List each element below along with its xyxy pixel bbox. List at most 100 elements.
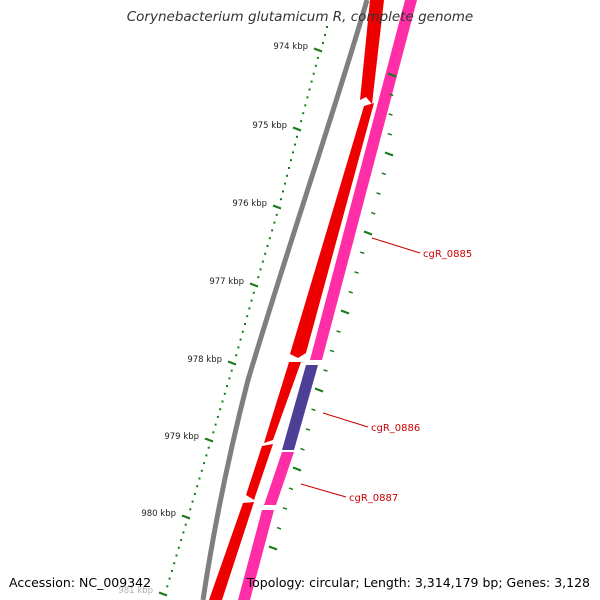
- outer-minor-tick: [388, 113, 393, 116]
- outer-minor-tick: [305, 428, 311, 431]
- outer-major-tick: [314, 387, 324, 393]
- ruler-minor-tick: [193, 492, 196, 495]
- ruler-tick-label: 974 kbp: [273, 42, 308, 52]
- ruler-minor-tick: [324, 34, 326, 36]
- genome-summary-text: Topology: circular; Length: 3,314,179 bp…: [246, 575, 590, 590]
- ruler-minor-tick: [226, 385, 229, 388]
- ruler-minor-tick: [248, 307, 251, 310]
- ruler-minor-tick: [177, 546, 180, 549]
- gene-label-cgr-0886: cgR_0886: [371, 423, 420, 434]
- ruler-major-tick: [158, 591, 168, 597]
- ruler-minor-tick: [166, 585, 169, 588]
- ruler-minor-tick: [252, 291, 255, 294]
- outer-major-tick: [384, 151, 394, 157]
- outer-minor-tick: [354, 271, 359, 274]
- ruler-minor-tick: [268, 237, 271, 240]
- ruler-major-tick: [227, 360, 237, 366]
- ruler-minor-tick: [290, 159, 292, 162]
- ruler-tick-label: 976 kbp: [232, 199, 267, 209]
- ruler-minor-tick: [216, 415, 219, 418]
- ruler-tick-label: 978 kbp: [187, 355, 222, 365]
- gene-leader: [371, 237, 421, 254]
- ruler-minor-tick: [228, 377, 231, 380]
- outer-major-tick: [363, 230, 373, 236]
- ruler-minor-tick: [219, 408, 222, 411]
- outer-minor-tick: [311, 408, 316, 412]
- outer-minor-tick: [336, 330, 341, 333]
- gene-block: [264, 362, 301, 443]
- ruler-minor-tick: [203, 462, 206, 465]
- ruler-tick-label: 975 kbp: [252, 121, 287, 131]
- ruler: 974 kbp 975 kbp 976 kbp 977 kbp 978 kbp 979 k…: [118, 26, 328, 597]
- ruler-minor-tick: [292, 151, 294, 154]
- ruler-minor-tick: [314, 64, 317, 67]
- ruler-minor-tick: [261, 260, 264, 263]
- ruler-minor-tick: [284, 182, 286, 185]
- outer-minor-tick: [348, 290, 353, 294]
- ruler-minor-tick: [322, 42, 324, 44]
- outer-ticks: [268, 72, 397, 551]
- outer-minor-tick: [329, 349, 335, 353]
- ruler-minor-tick: [271, 229, 274, 232]
- ruler-minor-tick: [191, 500, 194, 503]
- ruler-minor-tick: [246, 315, 249, 318]
- ruler-minor-tick: [200, 469, 203, 472]
- ruler-minor-tick: [312, 72, 315, 75]
- ruler-minor-tick: [168, 577, 171, 580]
- ruler-minor-tick: [223, 392, 226, 395]
- ruler-minor-tick: [266, 245, 269, 247]
- ruler-minor-tick: [198, 477, 201, 480]
- ruler-minor-tick: [237, 346, 240, 349]
- ruler-minor-tick: [205, 454, 208, 457]
- outer-minor-tick: [288, 487, 294, 491]
- outer-minor-tick: [381, 172, 386, 176]
- ruler-minor-tick: [304, 104, 307, 107]
- genome-backbone: [200, 0, 370, 600]
- ruler-minor-tick: [286, 174, 288, 177]
- gene-label-cgr-0887: cgR_0887: [349, 493, 398, 504]
- ruler-minor-tick: [207, 446, 210, 449]
- ruler-minor-tick: [302, 112, 305, 115]
- ruler-minor-tick: [189, 508, 192, 511]
- ruler-minor-tick: [250, 299, 253, 302]
- ruler-minor-tick: [280, 198, 282, 201]
- gene-block: [209, 502, 254, 600]
- ruler-minor-tick: [244, 323, 246, 325]
- ruler-minor-tick: [175, 554, 178, 557]
- gene-block: [290, 103, 374, 358]
- outer-minor-tick: [360, 251, 365, 255]
- ruler-minor-tick: [306, 96, 309, 99]
- ruler-minor-tick: [241, 330, 244, 333]
- ruler-minor-tick: [221, 400, 224, 403]
- ruler-major-tick: [272, 204, 282, 210]
- ruler-minor-tick: [316, 56, 319, 59]
- ruler-minor-tick: [282, 190, 284, 193]
- ruler-minor-tick: [288, 167, 290, 169]
- ruler-minor-tick: [273, 221, 276, 224]
- accession-text: Accession: NC_009342: [9, 575, 152, 590]
- outer-minor-tick: [323, 369, 328, 372]
- outer-minor-tick: [371, 211, 376, 215]
- ruler-minor-tick: [275, 213, 278, 216]
- ruler-minor-tick: [214, 423, 217, 426]
- gene-ring: [209, 0, 384, 600]
- ruler-minor-tick: [212, 431, 215, 434]
- genome-title: Corynebacterium glutamicum R, complete g…: [126, 9, 474, 25]
- outer-major-tick: [340, 309, 350, 315]
- ruler-minor-tick: [259, 268, 262, 271]
- ruler-minor-tick: [170, 569, 173, 572]
- gene-leader: [322, 412, 369, 428]
- outer-minor-tick: [282, 507, 288, 510]
- ruler-minor-tick: [180, 539, 183, 542]
- cds-ring: [238, 0, 417, 600]
- cds-block: [282, 365, 318, 450]
- ruler-minor-tick: [300, 120, 303, 123]
- outer-minor-tick: [300, 447, 305, 451]
- gene-label-cgr-0885: cgR_0885: [423, 249, 472, 260]
- cds-block: [238, 510, 274, 600]
- ruler-minor-tick: [235, 354, 238, 357]
- ruler-minor-tick: [296, 135, 298, 138]
- ruler-major-tick: [204, 437, 214, 443]
- ruler-tick-label: 981 kbp: [118, 586, 153, 596]
